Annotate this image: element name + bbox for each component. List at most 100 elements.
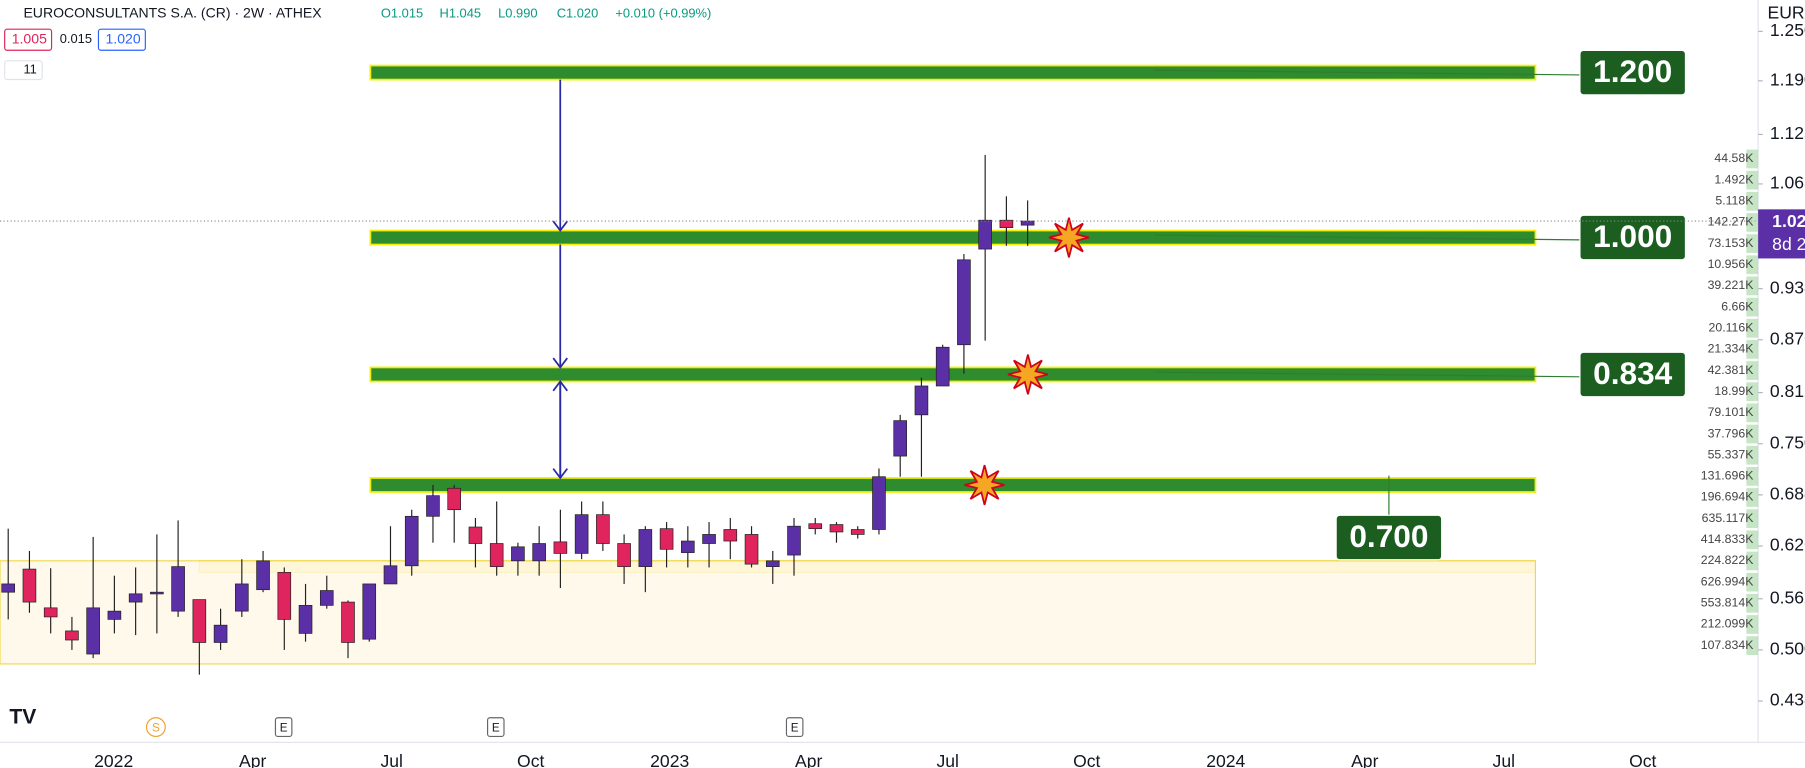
volume-profile-cell [1746,403,1759,423]
ask-box[interactable] [97,28,146,51]
candle-body [383,565,398,585]
volume-profile-label: 79.101K [1708,405,1755,419]
candle-body [829,524,844,533]
level-band [369,477,1537,493]
plot: 1.200 1.000 0.834 0.700 [0,49,1759,675]
event-label: S [152,721,160,734]
spread: 0.015 [60,31,92,46]
last-price-label: 1.020 [1772,211,1805,231]
candle-body [150,591,164,595]
y-tick-label: 0.626 [1770,535,1805,555]
level-label: 1.000 [1593,218,1672,254]
volume-profile-label: 37.796K [1708,426,1755,440]
volume-profile-label: 107.834K [1701,638,1754,652]
candle-body [65,630,79,641]
volume-profile-label: 6.66K [1721,299,1754,313]
x-tick-label: Jul [937,751,959,768]
candle-body [107,610,122,620]
event-marker [145,717,166,738]
volume-profile-label: 42.381K [1708,363,1755,377]
volume-profile-label: 21.334K [1708,342,1755,356]
y-tick-label: 0.688 [1770,484,1805,504]
candle-body [468,526,483,544]
arrow-head [552,220,568,232]
candle-body [277,572,292,620]
ohlc-value: O1.015 [381,5,423,20]
candle-body [43,607,58,618]
event-marker [274,717,293,738]
y-tick-label: 0.500 [1770,639,1805,659]
currency[interactable]: EUR [1767,3,1804,23]
volume-profile-cell [1746,636,1759,655]
candle-body [681,540,695,553]
candle-body [723,529,738,542]
volume-profile-label: 20.116K [1709,321,1755,335]
x-tick-label: Jul [1493,751,1515,768]
y-tick-label: 1.250 [1770,20,1805,40]
volume-profile-cell [1746,234,1759,253]
volume-profile-cell [1746,445,1759,465]
volume-profile-label: 212.099K [1701,617,1754,631]
explosion-icon [1048,217,1090,258]
level-connector [1154,234,1580,241]
volume-profile-cell [1746,466,1759,486]
volume-profile-cell [1746,340,1759,359]
y-tick-label: 0.938 [1770,277,1805,297]
level-label: 1.200 [1593,53,1672,89]
candle-body [787,525,801,556]
volume-profile-label: 39.221K [1708,278,1755,292]
event-label: E [791,721,799,734]
y-tick-label: 0.438 [1770,690,1805,710]
candle-body [192,599,207,643]
x-tick-label: 2022 [94,751,133,768]
arrow-head [552,468,568,480]
candle-body [935,346,950,387]
x-tick-label: Oct [517,751,544,768]
candle-body [298,605,313,634]
candle-body [447,487,462,511]
bid-box[interactable] [4,28,53,51]
candle-body [1,583,16,593]
candle-body [914,385,929,416]
level-label: 0.834 [1593,355,1673,391]
zone [0,560,1537,665]
volume-profile-label: 5.118K [1715,194,1754,208]
volume-profile-label: 553.814K [1701,596,1754,610]
candle-body [341,601,355,643]
last-price-box [1758,209,1805,259]
candle-body [362,583,377,640]
level-connector [1154,69,1580,76]
level-label-box [1579,49,1687,96]
candle-body [511,546,525,562]
volume-profile-cell [1746,382,1759,402]
y-tick-label: 1.065 [1770,173,1805,193]
volume-profile-cell [1746,149,1759,169]
candle-body [617,543,631,567]
volume-profile-cell [1746,509,1759,529]
volume-profile-cell [1746,593,1759,613]
candle-body [659,528,674,550]
volume-profile-label: 55.337K [1708,447,1755,461]
candle-body [957,259,971,346]
ohlc-value: H1.045 [440,5,482,20]
candle-body [702,534,716,544]
volume-profile-cell [1746,213,1759,232]
event-label: E [492,721,500,734]
volume-profile-cell [1746,297,1759,317]
arrow-head [552,379,568,392]
candle-body [978,219,992,250]
y-tick-label: 0.812 [1770,381,1805,401]
ask: 1.020 [105,30,140,46]
indicators-toggle[interactable] [4,60,43,81]
y-tick-label: 0.562 [1770,587,1805,607]
volume-profile-label: 414.833K [1701,532,1754,546]
candle-body [574,514,589,554]
candle-body [553,541,568,554]
level-label-box [1335,514,1443,561]
ohlc-value: +0.010 (+0.99%) [615,5,711,20]
candle-body [128,593,143,603]
candle-body [426,495,440,517]
candle-body [893,420,908,457]
volume-profile-label: 635.117K [1702,511,1755,525]
